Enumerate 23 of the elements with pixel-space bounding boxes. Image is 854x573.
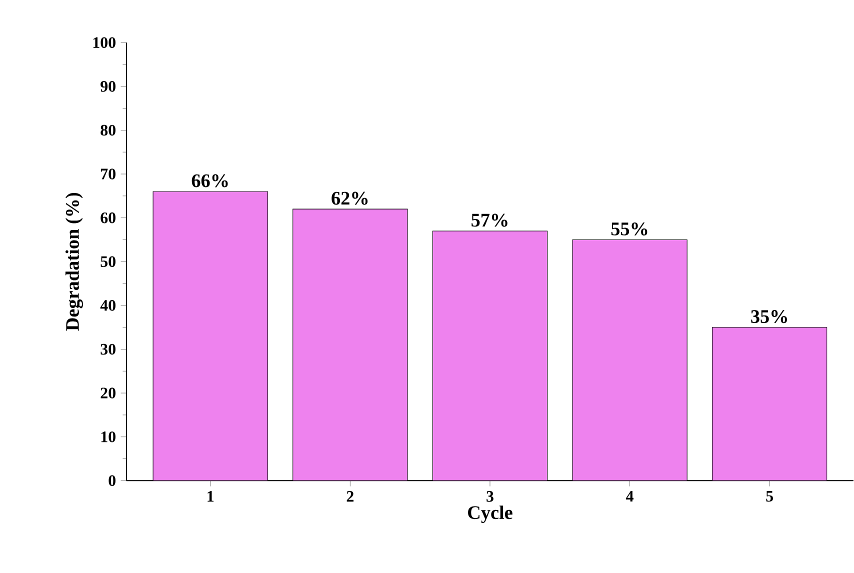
y-tick-label: 70 xyxy=(101,168,116,180)
data-label: 55% xyxy=(611,222,648,236)
y-tick-label: 20 xyxy=(100,388,116,398)
x-tick-label: 1 xyxy=(208,490,214,502)
data-label: 62% xyxy=(332,192,368,205)
x-tick-label: 3 xyxy=(486,490,494,502)
y-tick-label: 40 xyxy=(100,300,116,311)
x-axis-title: Cycle xyxy=(468,505,512,523)
y-tick-label: 10 xyxy=(101,431,116,442)
x-tick-label: 5 xyxy=(766,490,773,502)
y-tick-label: 60 xyxy=(100,212,116,224)
x-tick-label: 2 xyxy=(346,490,354,502)
data-label: 35% xyxy=(751,310,787,323)
data-label: 66% xyxy=(192,174,228,188)
data-label: 57% xyxy=(472,214,508,227)
y-tick-label: 80 xyxy=(100,124,116,136)
x-tick-label: 4 xyxy=(626,490,634,502)
y-axis-title: Degradation (%) xyxy=(65,192,84,331)
y-tick-label: 0 xyxy=(108,475,116,486)
y-tick-label: 30 xyxy=(100,344,116,355)
y-tick-label: 50 xyxy=(100,256,116,267)
y-tick-label: 90 xyxy=(100,80,116,92)
y-tick-label: 100 xyxy=(93,37,116,48)
